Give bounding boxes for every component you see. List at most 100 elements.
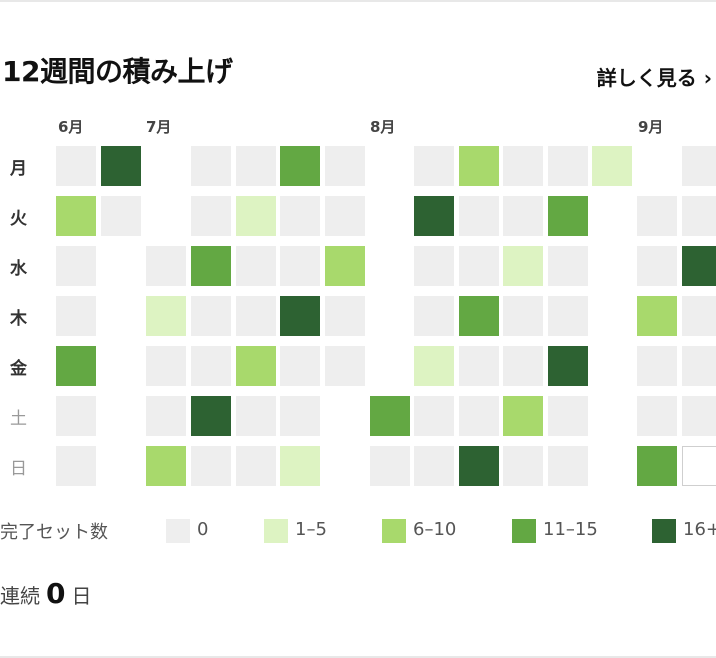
heatmap-cell-wed[interactable] [637, 246, 677, 286]
heatmap-cell-wed[interactable] [236, 246, 276, 286]
heatmap-cell-wed[interactable] [325, 246, 365, 286]
heatmap-cell-thu[interactable] [548, 296, 588, 336]
heatmap-cell-wed[interactable] [503, 246, 543, 286]
heatmap-cell-sat[interactable] [637, 396, 677, 436]
heatmap-cell-sun[interactable] [459, 446, 499, 486]
activity-heatmap: 6月 7月 8月 9月 月 火 水 木 金 土 日 [0, 110, 716, 490]
heatmap-cell-mon[interactable] [101, 146, 141, 186]
heatmap-cell-fri[interactable] [637, 346, 677, 386]
heatmap-cell-thu[interactable] [56, 296, 96, 336]
heatmap-cell-sun[interactable] [548, 446, 588, 486]
day-label-sat: 土 [10, 409, 27, 429]
heatmap-cell-tue[interactable] [280, 196, 320, 236]
streak-prefix: 連続 [0, 584, 40, 608]
heatmap-cell-wed[interactable] [682, 246, 716, 286]
heatmap-cell-wed[interactable] [548, 246, 588, 286]
day-label-mon: 月 [10, 159, 27, 179]
heatmap-cell-tue[interactable] [459, 196, 499, 236]
heatmap-cell-tue[interactable] [325, 196, 365, 236]
heatmap-cell-sun[interactable] [280, 446, 320, 486]
heatmap-cell-sat[interactable] [191, 396, 231, 436]
day-label-thu: 木 [10, 309, 27, 329]
heatmap-cell-mon[interactable] [325, 146, 365, 186]
see-more-link[interactable]: 詳しく見る › [596, 66, 712, 90]
heatmap-cell-thu[interactable] [280, 296, 320, 336]
heatmap-cell-mon[interactable] [503, 146, 543, 186]
heatmap-cell-mon[interactable] [548, 146, 588, 186]
heatmap-cell-thu[interactable] [414, 296, 454, 336]
heatmap-cell-thu[interactable] [325, 296, 365, 336]
heatmap-cell-thu[interactable] [236, 296, 276, 336]
heatmap-cell-thu[interactable] [146, 296, 186, 336]
heatmap-cell-sun[interactable] [414, 446, 454, 486]
heatmap-cell-sat[interactable] [56, 396, 96, 436]
heatmap-cell-mon[interactable] [191, 146, 231, 186]
day-label-fri: 金 [10, 359, 27, 379]
heatmap-cell-mon[interactable] [682, 146, 716, 186]
heatmap-cell-tue[interactable] [548, 196, 588, 236]
heatmap-cell-tue[interactable] [101, 196, 141, 236]
heatmap-cell-wed[interactable] [146, 246, 186, 286]
heatmap-cell-tue[interactable] [56, 196, 96, 236]
heatmap-cell-fri[interactable] [56, 346, 96, 386]
heatmap-cell-sat[interactable] [682, 396, 716, 436]
day-label-wed: 水 [10, 259, 27, 279]
heatmap-cell-sat[interactable] [459, 396, 499, 436]
heatmap-cell-wed[interactable] [56, 246, 96, 286]
heatmap-cell-mon[interactable] [56, 146, 96, 186]
heatmap-cell-tue[interactable] [414, 196, 454, 236]
heatmap-cell-sun[interactable] [191, 446, 231, 486]
heatmap-cell-thu[interactable] [682, 296, 716, 336]
heatmap-cell-sat[interactable] [548, 396, 588, 436]
heatmap-cell-mon[interactable] [280, 146, 320, 186]
heatmap-cell-fri[interactable] [325, 346, 365, 386]
heatmap-cell-sat[interactable] [370, 396, 410, 436]
heatmap-cell-sun[interactable] [56, 446, 96, 486]
legend-label: 6–10 [413, 519, 457, 540]
heatmap-cell-mon[interactable] [414, 146, 454, 186]
legend-swatch [512, 519, 536, 543]
top-divider [0, 0, 716, 2]
heatmap-cell-mon[interactable] [236, 146, 276, 186]
heatmap-cell-sun[interactable] [503, 446, 543, 486]
legend-label: 1–5 [295, 519, 327, 540]
heatmap-cell-thu[interactable] [459, 296, 499, 336]
heatmap-cell-wed[interactable] [414, 246, 454, 286]
heatmap-cell-mon[interactable] [459, 146, 499, 186]
heatmap-cell-sat[interactable] [414, 396, 454, 436]
heatmap-cell-wed[interactable] [459, 246, 499, 286]
heatmap-cell-sun[interactable] [370, 446, 410, 486]
day-label-tue: 火 [10, 209, 27, 229]
heatmap-cell-tue[interactable] [236, 196, 276, 236]
heatmap-cell-sat[interactable] [503, 396, 543, 436]
heatmap-cell-mon[interactable] [592, 146, 632, 186]
heatmap-cell-tue[interactable] [191, 196, 231, 236]
heatmap-cell-sun[interactable] [637, 446, 677, 486]
heatmap-cell-fri[interactable] [236, 346, 276, 386]
heatmap-cell-sun[interactable] [236, 446, 276, 486]
heatmap-cell-fri[interactable] [548, 346, 588, 386]
heatmap-cell-sat[interactable] [280, 396, 320, 436]
legend-label: 0 [197, 519, 209, 540]
heatmap-cell-fri[interactable] [459, 346, 499, 386]
heatmap-cell-fri[interactable] [191, 346, 231, 386]
heatmap-cell-tue[interactable] [637, 196, 677, 236]
heatmap-cell-fri[interactable] [503, 346, 543, 386]
heatmap-cell-sat[interactable] [236, 396, 276, 436]
heatmap-cell-thu[interactable] [191, 296, 231, 336]
heatmap-cell-thu[interactable] [637, 296, 677, 336]
heatmap-cell-fri[interactable] [280, 346, 320, 386]
heatmap-cell-wed[interactable] [280, 246, 320, 286]
heatmap-cell-fri[interactable] [146, 346, 186, 386]
heatmap-cell-fri[interactable] [414, 346, 454, 386]
heatmap-cell-tue[interactable] [682, 196, 716, 236]
heatmap-cell-today[interactable] [682, 446, 716, 486]
heatmap-cell-fri[interactable] [682, 346, 716, 386]
heatmap-cell-tue[interactable] [503, 196, 543, 236]
heatmap-cell-sat[interactable] [146, 396, 186, 436]
heatmap-cell-wed[interactable] [191, 246, 231, 286]
legend-swatch [264, 519, 288, 543]
heatmap-cell-sun[interactable] [146, 446, 186, 486]
heatmap-cell-thu[interactable] [503, 296, 543, 336]
legend-label: 11–15 [543, 519, 598, 540]
